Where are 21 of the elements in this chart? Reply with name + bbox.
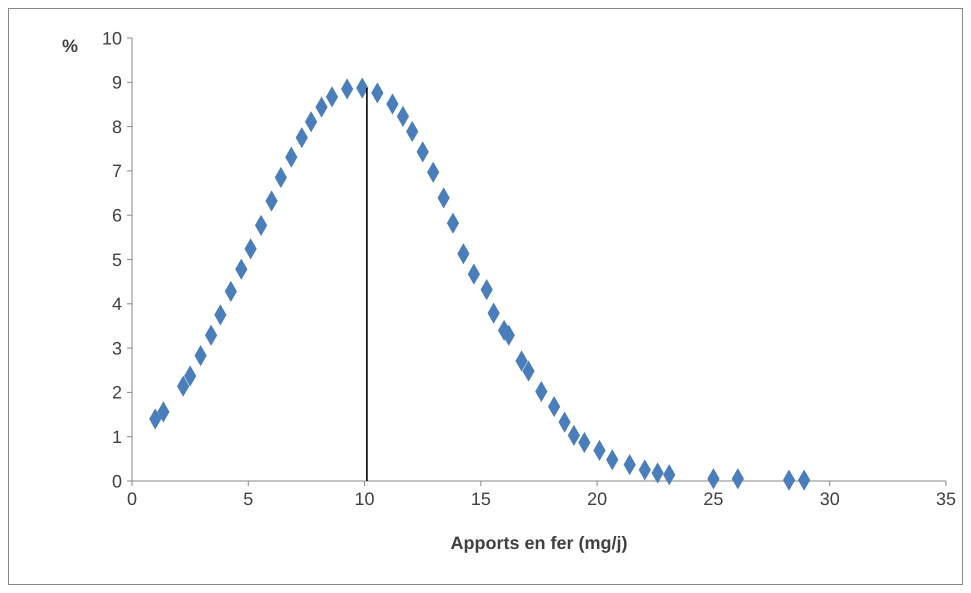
y-tick-label: 2: [112, 382, 122, 403]
y-tick-label: 5: [112, 250, 122, 270]
x-tick-label: 20: [587, 489, 608, 509]
x-tick-label: 25: [703, 489, 724, 509]
y-tick-label: 10: [102, 28, 122, 48]
x-tick-label: 0: [126, 489, 138, 509]
y-axis-title: %: [62, 36, 78, 56]
y-tick-label: 8: [112, 116, 122, 137]
y-tick-label: 3: [112, 338, 122, 358]
y-tick-label: 7: [112, 161, 122, 182]
y-tick-label: 4: [112, 294, 122, 314]
x-tick-label: 5: [243, 489, 254, 509]
x-tick-label: 15: [470, 489, 491, 509]
x-tick-label: 35: [936, 489, 956, 509]
x-axis-title: Apports en fer (mg/j): [450, 533, 628, 553]
y-tick-label: 9: [112, 72, 122, 93]
x-tick-label: 30: [820, 489, 840, 509]
x-tick-label: 10: [354, 489, 375, 509]
y-tick-label: 1: [112, 427, 122, 447]
y-tick-label: 6: [112, 206, 122, 226]
y-tick-label: 0: [112, 471, 122, 492]
